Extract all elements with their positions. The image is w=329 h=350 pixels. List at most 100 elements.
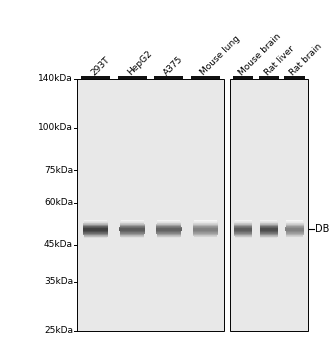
Bar: [235, 222, 252, 223]
Bar: [83, 231, 108, 232]
Bar: [234, 231, 252, 232]
Bar: [286, 222, 303, 223]
Bar: [156, 225, 181, 226]
Bar: [235, 237, 252, 238]
Bar: [119, 227, 145, 228]
Bar: [234, 226, 252, 227]
Bar: [193, 231, 218, 232]
Bar: [83, 229, 109, 230]
Bar: [260, 233, 278, 234]
Bar: [235, 221, 252, 222]
Bar: [193, 224, 218, 225]
Bar: [234, 234, 252, 235]
Bar: [235, 220, 252, 222]
Bar: [83, 234, 108, 235]
Bar: [193, 225, 218, 226]
Bar: [261, 220, 277, 221]
Bar: [156, 230, 182, 231]
Bar: [193, 226, 218, 228]
Bar: [286, 231, 304, 232]
Bar: [194, 220, 217, 222]
Bar: [120, 234, 144, 235]
Bar: [120, 235, 144, 236]
Bar: [260, 230, 278, 231]
Bar: [83, 227, 108, 228]
Bar: [157, 235, 181, 236]
Bar: [157, 237, 181, 238]
Bar: [157, 223, 181, 224]
Text: 140kDa: 140kDa: [38, 74, 73, 83]
Bar: [120, 222, 144, 223]
Bar: [286, 228, 304, 229]
Bar: [156, 226, 182, 228]
Bar: [286, 230, 304, 231]
Bar: [286, 234, 304, 235]
Bar: [193, 234, 218, 235]
Text: DBT: DBT: [315, 224, 329, 234]
Bar: [286, 236, 303, 237]
Bar: [234, 223, 252, 224]
Bar: [284, 76, 305, 79]
Bar: [156, 232, 181, 233]
Text: 35kDa: 35kDa: [44, 277, 73, 286]
Bar: [260, 235, 278, 236]
Bar: [260, 230, 278, 231]
Bar: [235, 235, 252, 236]
Bar: [83, 223, 108, 224]
Bar: [260, 221, 278, 222]
Bar: [234, 225, 252, 226]
Bar: [154, 76, 184, 79]
Bar: [83, 226, 108, 228]
Bar: [83, 226, 108, 227]
Bar: [157, 234, 181, 236]
Bar: [157, 222, 181, 223]
Bar: [83, 232, 108, 233]
Bar: [157, 233, 181, 234]
Bar: [157, 236, 181, 237]
Bar: [119, 229, 145, 230]
Bar: [120, 220, 144, 222]
Bar: [286, 237, 303, 238]
Bar: [83, 233, 108, 234]
Bar: [194, 237, 217, 238]
Bar: [286, 224, 304, 225]
Bar: [120, 220, 144, 221]
Bar: [260, 226, 278, 227]
Bar: [261, 220, 277, 222]
Bar: [119, 231, 145, 232]
Bar: [156, 226, 182, 227]
Bar: [117, 76, 147, 79]
Bar: [260, 236, 278, 237]
Bar: [286, 231, 304, 232]
Bar: [260, 231, 278, 232]
Bar: [286, 233, 304, 234]
Bar: [193, 226, 218, 227]
Bar: [120, 225, 145, 226]
Bar: [260, 227, 278, 228]
Bar: [286, 222, 303, 223]
Bar: [235, 236, 252, 237]
Bar: [84, 236, 107, 237]
Text: A375: A375: [163, 54, 185, 77]
Bar: [84, 235, 108, 236]
Bar: [234, 224, 252, 225]
Text: 45kDa: 45kDa: [44, 240, 73, 249]
Bar: [261, 236, 277, 237]
Bar: [193, 223, 218, 224]
Bar: [286, 220, 303, 222]
Bar: [235, 236, 252, 237]
Bar: [156, 224, 181, 225]
Bar: [234, 228, 252, 229]
Bar: [156, 229, 182, 230]
Bar: [120, 234, 144, 236]
Bar: [286, 229, 304, 230]
Bar: [234, 231, 252, 232]
Bar: [81, 76, 110, 79]
Bar: [286, 236, 303, 237]
Text: Mouse lung: Mouse lung: [199, 34, 242, 77]
Bar: [235, 220, 252, 221]
Bar: [84, 236, 108, 237]
Bar: [83, 224, 108, 225]
Bar: [193, 222, 217, 223]
Bar: [260, 226, 278, 228]
